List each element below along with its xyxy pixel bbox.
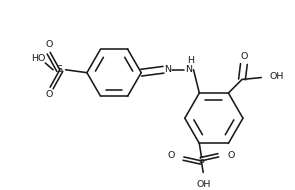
Text: HO: HO	[31, 54, 46, 63]
Text: O: O	[45, 90, 53, 99]
Text: N: N	[164, 65, 171, 74]
Text: O: O	[45, 40, 53, 49]
Text: N: N	[185, 65, 192, 74]
Text: OH: OH	[269, 72, 283, 81]
Text: OH: OH	[196, 180, 210, 189]
Text: S: S	[198, 156, 204, 165]
Text: O: O	[227, 150, 235, 160]
Text: S: S	[57, 65, 63, 74]
Text: O: O	[168, 150, 175, 160]
Text: H: H	[187, 55, 194, 65]
Text: O: O	[240, 52, 248, 61]
